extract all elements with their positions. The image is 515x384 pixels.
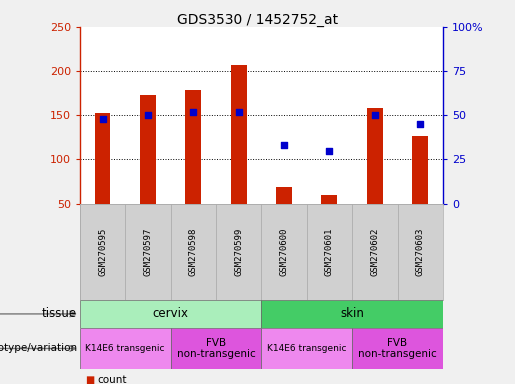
Bar [352, 328, 443, 369]
Bar [261, 300, 443, 328]
Bar [170, 204, 216, 300]
Text: GSM270601: GSM270601 [325, 227, 334, 276]
Text: cervix: cervix [152, 308, 188, 320]
Text: FVB
non-transgenic: FVB non-transgenic [358, 338, 437, 359]
Text: count: count [98, 375, 127, 384]
Bar [185, 89, 201, 204]
Text: GSM270597: GSM270597 [143, 227, 152, 276]
Point [144, 112, 152, 118]
Text: GSM270602: GSM270602 [370, 227, 380, 276]
Bar [352, 204, 398, 300]
Bar [367, 108, 383, 204]
Bar [261, 328, 352, 369]
Bar [276, 187, 292, 204]
Bar [216, 204, 261, 300]
Text: GSM270595: GSM270595 [98, 227, 107, 276]
Text: skin: skin [340, 308, 364, 320]
Bar [231, 65, 247, 204]
Text: GSM270603: GSM270603 [416, 227, 425, 276]
Text: GSM270600: GSM270600 [280, 227, 288, 276]
Text: K14E6 transgenic: K14E6 transgenic [267, 344, 347, 353]
Bar [398, 204, 443, 300]
Text: FVB
non-transgenic: FVB non-transgenic [177, 338, 255, 359]
Bar [413, 136, 428, 204]
Point [371, 112, 379, 118]
Text: GSM270599: GSM270599 [234, 227, 243, 276]
Bar [170, 328, 261, 369]
Text: tissue: tissue [42, 308, 77, 320]
Bar [140, 95, 156, 204]
Text: ■: ■ [85, 375, 94, 384]
Point [280, 142, 288, 148]
Text: GSM270598: GSM270598 [189, 227, 198, 276]
Bar [80, 300, 261, 328]
Bar [125, 204, 170, 300]
Bar [321, 195, 337, 204]
Bar [261, 204, 307, 300]
Bar [80, 328, 170, 369]
Point [189, 109, 197, 115]
Bar [95, 113, 110, 204]
Bar [307, 204, 352, 300]
Point [416, 121, 424, 127]
Bar [80, 204, 125, 300]
Text: genotype/variation: genotype/variation [0, 343, 77, 354]
Text: K14E6 transgenic: K14E6 transgenic [85, 344, 165, 353]
Point [234, 109, 243, 115]
Point [325, 147, 334, 154]
Point [98, 116, 107, 122]
Text: GDS3530 / 1452752_at: GDS3530 / 1452752_at [177, 13, 338, 27]
